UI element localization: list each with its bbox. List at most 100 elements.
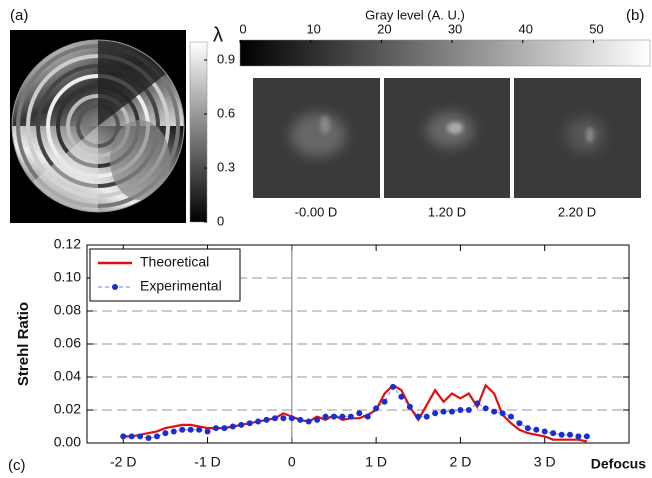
data-point <box>339 413 346 420</box>
data-point <box>398 393 405 400</box>
psf-image <box>253 78 380 198</box>
colorbar <box>239 39 651 67</box>
data-point <box>448 408 455 415</box>
legend-swatch <box>112 284 118 290</box>
x-tick-label: 0 <box>288 454 296 470</box>
legend-label: Theoretical <box>140 254 209 270</box>
data-point <box>137 433 144 440</box>
data-point <box>457 407 464 413</box>
data-point <box>179 426 186 433</box>
x-tick-label: -1 D <box>194 454 220 470</box>
panel-label: (c) <box>8 457 26 474</box>
tick-label: 40 <box>519 21 533 36</box>
data-point <box>145 435 152 442</box>
data-point <box>423 413 430 420</box>
data-point <box>364 413 371 420</box>
y-tick-label: 0.00 <box>54 434 81 450</box>
data-point <box>533 426 540 433</box>
tick-label: 0.6 <box>217 105 235 120</box>
tick-label: 0 <box>239 21 246 36</box>
data-point <box>415 413 422 420</box>
data-point <box>347 413 354 420</box>
data-point <box>440 408 447 415</box>
y-axis-label: Strehl Ratio <box>15 302 32 386</box>
panel-label: (a) <box>10 7 28 24</box>
data-point <box>128 433 135 440</box>
data-point <box>196 426 203 433</box>
x-tick-label: 2 D <box>450 454 472 470</box>
x-tick-label: -2 D <box>110 454 136 470</box>
data-point <box>212 425 219 432</box>
legend-box <box>89 248 241 302</box>
panel-label: (b) <box>626 7 644 24</box>
data-point <box>229 423 236 430</box>
data-point <box>381 398 388 405</box>
y-tick-label: 0.06 <box>54 335 81 351</box>
data-point <box>524 425 531 432</box>
series-line <box>123 383 588 443</box>
data-point <box>246 420 253 427</box>
data-point <box>288 415 295 422</box>
data-point <box>541 428 548 435</box>
data-point <box>507 413 514 420</box>
data-point <box>575 433 582 440</box>
colorbar <box>189 41 208 223</box>
data-point <box>583 433 590 440</box>
y-tick-label: 0.10 <box>54 269 81 285</box>
y-tick-label: 0.08 <box>54 302 81 318</box>
data-point <box>314 416 321 423</box>
data-point <box>389 383 396 390</box>
data-point <box>255 418 262 425</box>
data-point <box>550 430 557 437</box>
colorbar-title: λ <box>213 24 223 46</box>
y-tick-label: 0.04 <box>54 368 81 384</box>
data-point <box>170 428 177 435</box>
data-point <box>491 408 498 415</box>
y-tick-label: 0.12 <box>54 236 81 252</box>
data-point <box>162 430 169 437</box>
image-caption: 1.20 D <box>428 204 466 219</box>
data-point <box>271 415 278 422</box>
x-tick-label: 3 D <box>534 454 556 470</box>
psf-image <box>384 78 510 198</box>
data-point <box>330 413 337 420</box>
data-point <box>280 415 287 422</box>
tick-label: 0.3 <box>217 159 235 174</box>
tick-label: 50 <box>589 21 603 36</box>
phase-map <box>10 30 186 223</box>
data-point <box>322 413 329 420</box>
tick-label: 30 <box>448 21 462 36</box>
data-point <box>356 410 363 417</box>
data-point <box>297 416 304 423</box>
data-point <box>406 403 413 410</box>
data-point <box>120 433 127 440</box>
tick-label: 20 <box>377 21 391 36</box>
data-point <box>221 425 228 432</box>
data-point <box>373 405 380 412</box>
plot-frame <box>86 244 630 444</box>
image-caption: -0.00 D <box>295 204 338 219</box>
data-point <box>305 418 312 425</box>
data-point <box>204 428 211 435</box>
data-point <box>482 405 489 412</box>
data-point <box>432 410 439 417</box>
data-point <box>516 420 523 427</box>
tick-label: 10 <box>306 21 320 36</box>
data-point <box>465 407 472 413</box>
x-axis-label: Defocus <box>591 456 646 472</box>
data-point <box>238 421 245 428</box>
colorbar-title: Gray level (A. U.) <box>365 7 465 22</box>
data-point <box>187 426 194 433</box>
data-point <box>566 431 573 438</box>
data-point <box>499 410 506 417</box>
data-point <box>474 400 481 407</box>
image-caption: 2.20 D <box>558 204 596 219</box>
data-point <box>558 431 565 438</box>
y-tick-label: 0.02 <box>54 401 81 417</box>
data-point <box>263 416 270 423</box>
legend-label: Experimental <box>140 278 222 294</box>
tick-label: 0.9 <box>217 51 235 66</box>
data-point <box>153 433 160 440</box>
x-tick-label: 1 D <box>365 454 387 470</box>
